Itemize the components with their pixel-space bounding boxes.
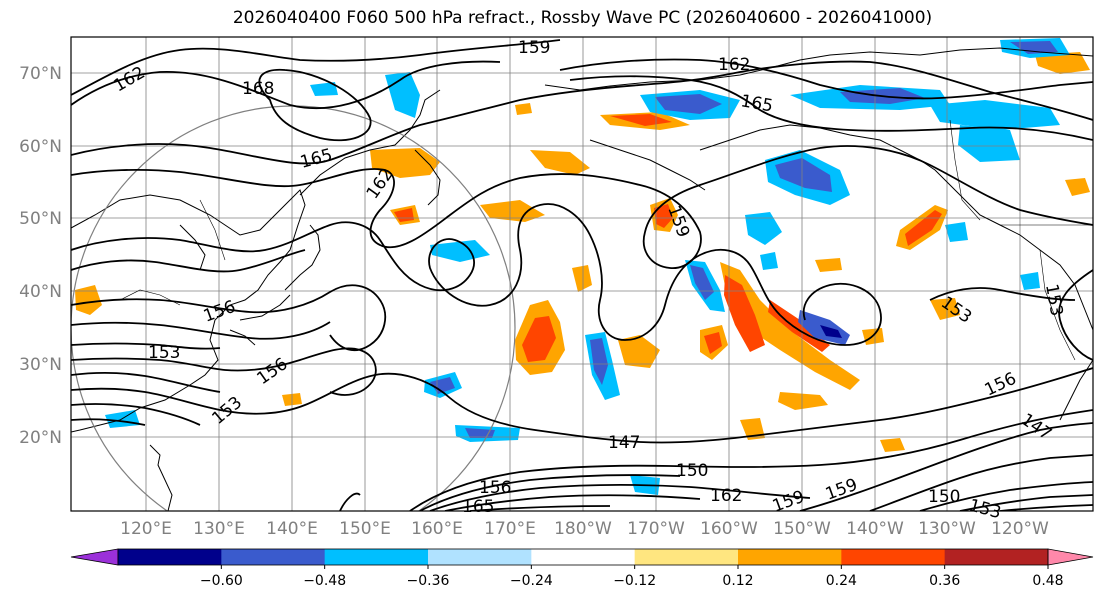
colorbar-segment — [118, 549, 222, 565]
colorbar-tick-label: 0.24 — [826, 573, 857, 589]
map-title: 2026040400 F060 500 hPa refract., Rossby… — [232, 8, 933, 28]
colorbar-tick-label: −0.24 — [510, 573, 553, 589]
colorbar-segment — [531, 549, 636, 565]
colorbar-segment — [428, 549, 532, 565]
coastlines — [71, 47, 1093, 511]
lon-label: 180°W — [554, 519, 612, 539]
colorbar-tick-label: −0.12 — [613, 573, 656, 589]
longitude-labels: 120°E 130°E 140°E 150°E 160°E 170°E 180°… — [120, 519, 1049, 539]
refractive-contours — [71, 39, 1093, 511]
lat-label: 60°N — [19, 137, 62, 157]
colorbar-ticks: −0.60 −0.48 −0.36 −0.24 −0.12 0.12 0.24 0.36 0.4… — [200, 565, 1064, 589]
lon-label: 150°W — [773, 519, 831, 539]
colorbar-segments — [70, 548, 1094, 566]
contour-label: 162 — [710, 486, 742, 506]
colorbar-segment — [944, 549, 1049, 565]
contour-label: 168 — [242, 79, 274, 99]
colorbar-tick-label: 0.48 — [1032, 573, 1063, 589]
colorbar-frame — [117, 548, 1049, 566]
lon-label: 120°E — [120, 519, 172, 539]
contour-label: 156 — [479, 478, 511, 498]
lon-label: 160°W — [700, 519, 758, 539]
lat-label: 30°N — [19, 355, 62, 375]
colorbar-segment — [634, 549, 739, 565]
lon-label: 120°W — [991, 519, 1049, 539]
colorbar-extend-low — [70, 548, 119, 566]
lat-label: 50°N — [19, 209, 62, 229]
colorbar-extend-high — [1047, 548, 1094, 566]
map-frame — [70, 36, 1094, 512]
contour-label: 153 — [148, 343, 180, 363]
contour-label: 147 — [608, 433, 640, 453]
lon-label: 140°E — [266, 519, 318, 539]
colorbar-tick-label: −0.36 — [407, 573, 450, 589]
contour-label: 162 — [718, 55, 750, 75]
lon-label: 170°E — [484, 519, 536, 539]
colorbar-segment — [738, 549, 842, 565]
colorbar-segment — [841, 549, 946, 565]
colorbar-tick-label: 0.36 — [929, 573, 960, 589]
latitude-labels: 70°N 60°N 50°N 40°N 30°N 20°N — [19, 64, 62, 448]
colorbar-tick-label: −0.60 — [200, 573, 243, 589]
colorbar-segment — [324, 549, 429, 565]
colorbar-tick-label: −0.48 — [303, 573, 346, 589]
lon-label: 160°E — [411, 519, 463, 539]
positive-anomaly-shading — [75, 52, 1090, 452]
contour-label: 150 — [928, 487, 960, 507]
lat-label: 40°N — [19, 282, 62, 302]
colorbar-segment — [221, 549, 326, 565]
colorbar: −0.60 −0.48 −0.36 −0.24 −0.12 0.12 0.24 0.36 0.4… — [70, 548, 1094, 589]
contour-label: 159 — [518, 38, 550, 58]
lat-label: 20°N — [19, 428, 62, 448]
contour-label: 150 — [676, 461, 708, 481]
lat-label: 70°N — [19, 64, 62, 84]
lon-label: 140°W — [846, 519, 904, 539]
contour-label: 165 — [462, 497, 494, 517]
lon-label: 150°E — [339, 519, 391, 539]
colorbar-tick-label: 0.12 — [722, 573, 753, 589]
lon-label: 130°E — [193, 519, 245, 539]
negative-anomaly-shading — [105, 38, 1070, 495]
lon-label: 170°W — [627, 519, 685, 539]
lon-label: 130°W — [918, 519, 976, 539]
